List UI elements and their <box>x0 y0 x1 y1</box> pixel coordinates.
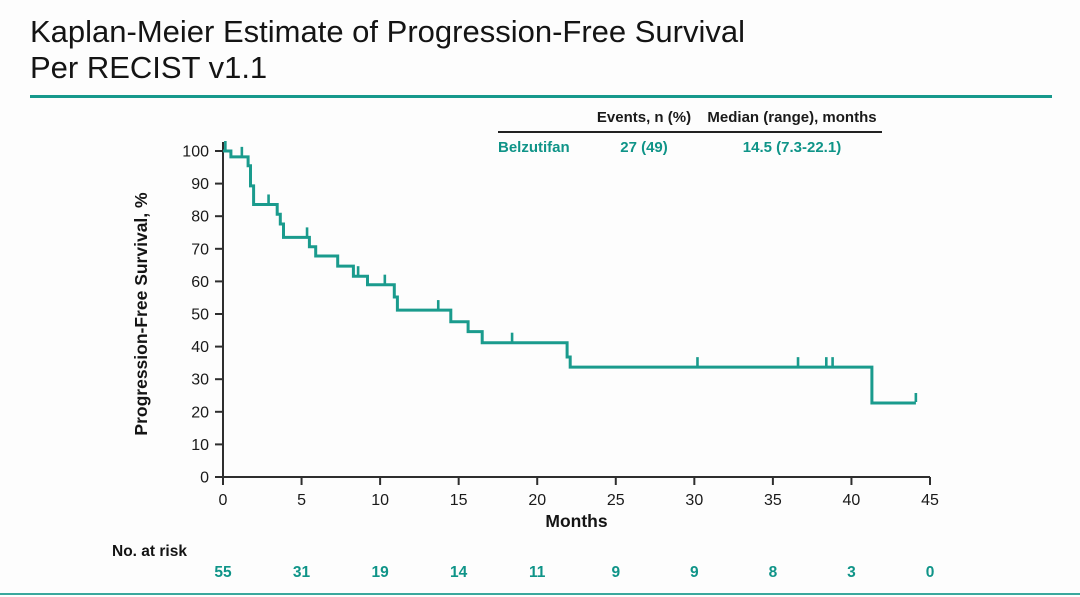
summary-header-events: Events, n (%) <box>596 109 692 126</box>
events-value: 27 (49) <box>620 139 668 156</box>
x-tick-label: 0 <box>219 492 228 509</box>
x-tick-label: 30 <box>685 492 703 509</box>
at-risk-value: 19 <box>371 564 389 581</box>
axes <box>222 142 930 478</box>
x-tick-label: 25 <box>607 492 625 509</box>
y-tick-label: 80 <box>191 209 209 226</box>
page-title-line2: Per RECIST v1.1 <box>30 50 268 86</box>
summary-table-row: Belzutifan 27 (49) 14.5 (7.3-22.1) <box>498 133 882 156</box>
y-axis-ticks: 0 10 20 30 40 50 60 70 80 90 100 <box>182 144 223 487</box>
at-risk-value: 55 <box>214 564 232 581</box>
km-curve <box>223 149 916 405</box>
summary-table: Events, n (%) Median (range), months Bel… <box>498 109 882 156</box>
at-risk-value: 8 <box>769 564 778 581</box>
at-risk-label: No. at risk <box>112 543 187 560</box>
x-tick-label: 35 <box>764 492 782 509</box>
y-axis-title: Progression-Free Survival, % <box>131 192 151 436</box>
page-title: Kaplan-Meier Estimate of Progression-Fre… <box>30 14 1040 87</box>
y-tick-label: 40 <box>191 339 209 356</box>
x-tick-label: 15 <box>450 492 468 509</box>
x-tick-label: 20 <box>528 492 546 509</box>
y-tick-label: 30 <box>191 372 209 389</box>
y-tick-label: 0 <box>200 470 209 487</box>
y-tick-label: 60 <box>191 274 209 291</box>
title-divider <box>30 95 1052 98</box>
x-axis-ticks: 0 5 10 15 20 25 30 35 40 45 <box>219 477 939 509</box>
y-tick-label: 20 <box>191 404 209 421</box>
at-risk-value: 9 <box>611 564 620 581</box>
y-tick-label: 50 <box>191 307 209 324</box>
censor-marks <box>224 141 918 402</box>
y-tick-label: 10 <box>191 437 209 454</box>
at-risk-row: No. at risk 55 31 19 14 11 9 9 8 3 0 <box>112 543 934 581</box>
x-tick-label: 5 <box>297 492 306 509</box>
y-tick-label: 90 <box>191 176 209 193</box>
bottom-divider <box>0 593 1080 595</box>
km-step-path <box>223 149 916 405</box>
y-tick-label: 70 <box>191 241 209 258</box>
y-tick-label: 100 <box>182 144 209 161</box>
at-risk-value: 0 <box>926 564 935 581</box>
x-axis-title: Months <box>545 511 607 531</box>
x-tick-label: 10 <box>371 492 389 509</box>
at-risk-value: 31 <box>293 564 311 581</box>
at-risk-value: 9 <box>690 564 699 581</box>
page-title-line1: Kaplan-Meier Estimate of Progression-Fre… <box>30 14 745 49</box>
median-value: 14.5 (7.3-22.1) <box>742 139 842 156</box>
at-risk-value: 14 <box>450 564 468 581</box>
x-tick-label: 45 <box>921 492 939 509</box>
x-tick-label: 40 <box>843 492 861 509</box>
axis-titles: Progression-Free Survival, % Months <box>131 192 608 531</box>
at-risk-value: 11 <box>529 564 546 581</box>
summary-header-median: Median (range), months <box>707 109 877 126</box>
summary-table-header: Events, n (%) Median (range), months <box>498 109 882 133</box>
at-risk-value: 3 <box>847 564 856 581</box>
series-name-label: Belzutifan <box>498 139 570 156</box>
